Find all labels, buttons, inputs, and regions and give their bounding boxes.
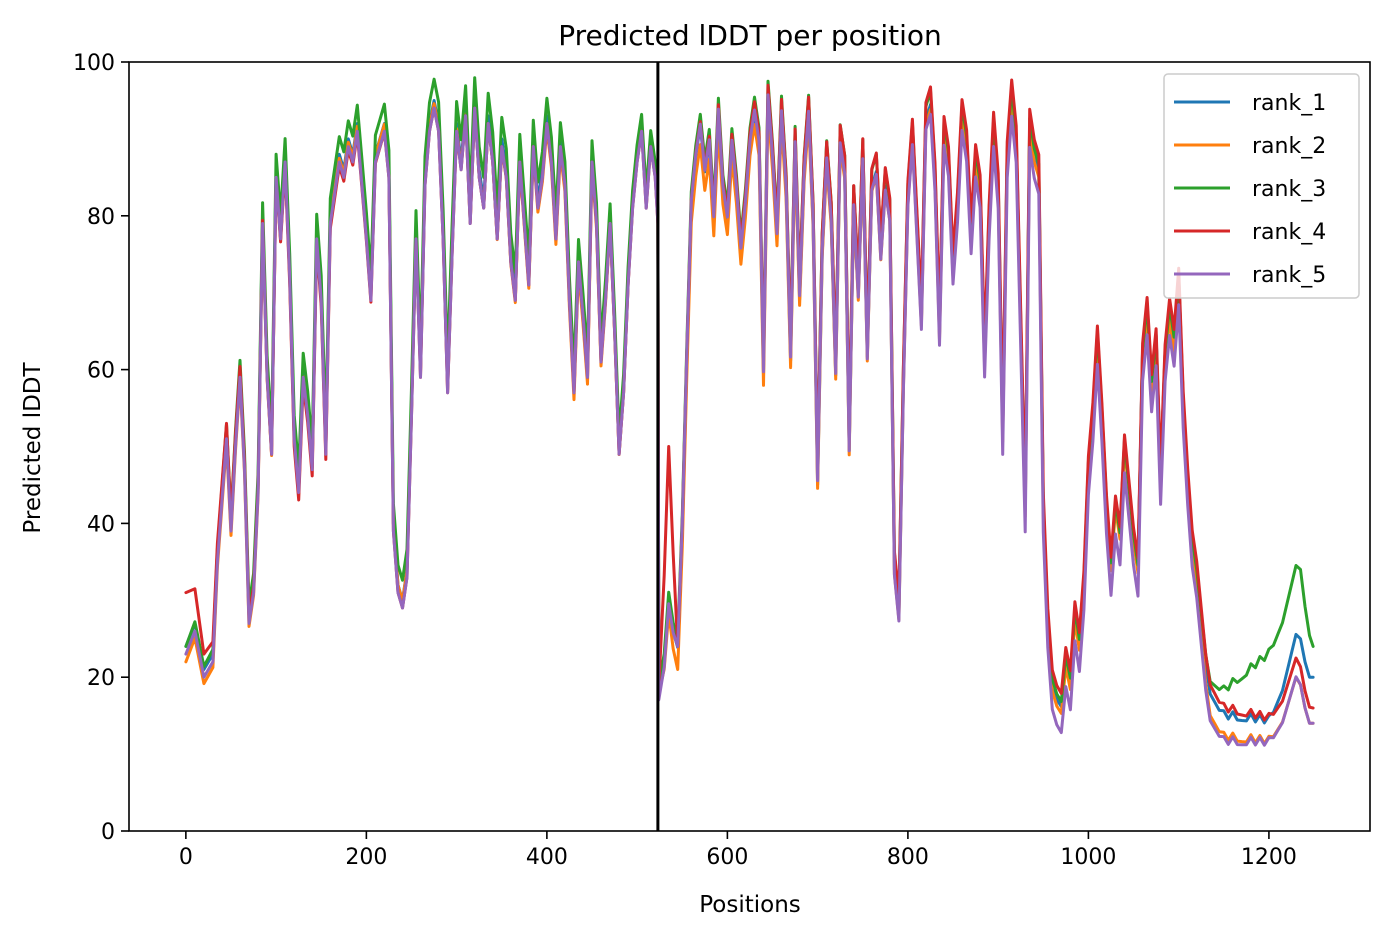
x-tick-label: 400 xyxy=(526,845,568,870)
legend: rank_1 rank_2 rank_3 rank_4 rank_5 xyxy=(1163,73,1360,299)
x-tick-label: 600 xyxy=(706,845,748,870)
series-line-rank-5 xyxy=(184,93,1315,747)
y-axis-ticks: 0 20 40 60 80 100 xyxy=(73,51,129,845)
x-tick-label: 1000 xyxy=(1060,845,1116,870)
y-tick-label: 80 xyxy=(87,205,115,230)
y-tick-label: 100 xyxy=(73,51,115,76)
x-tick-label: 800 xyxy=(887,845,929,870)
x-tick-label: 0 xyxy=(179,845,193,870)
legend-label: rank_1 xyxy=(1252,91,1326,116)
legend-label: rank_4 xyxy=(1252,220,1326,245)
legend-box xyxy=(1163,73,1360,299)
plot-frame xyxy=(128,61,1371,832)
y-axis-label: Predicted lDDT xyxy=(20,361,46,533)
legend-items: rank_1 rank_2 rank_3 rank_4 rank_5 xyxy=(1174,91,1326,288)
chart-title: Predicted lDDT per position xyxy=(558,19,942,52)
x-tick-label: 200 xyxy=(345,845,387,870)
x-axis-label: Positions xyxy=(699,892,801,918)
y-tick-label: 60 xyxy=(87,359,115,384)
series-layer xyxy=(184,76,1315,747)
legend-label: rank_3 xyxy=(1252,177,1326,202)
legend-label: rank_5 xyxy=(1252,263,1326,288)
x-axis-ticks: 0 200 400 600 800 1000 1200 xyxy=(179,831,1297,870)
legend-label: rank_2 xyxy=(1252,134,1326,159)
y-tick-label: 0 xyxy=(101,820,115,845)
x-tick-label: 1200 xyxy=(1241,845,1297,870)
y-tick-label: 20 xyxy=(87,666,115,691)
y-tick-label: 40 xyxy=(87,512,115,537)
